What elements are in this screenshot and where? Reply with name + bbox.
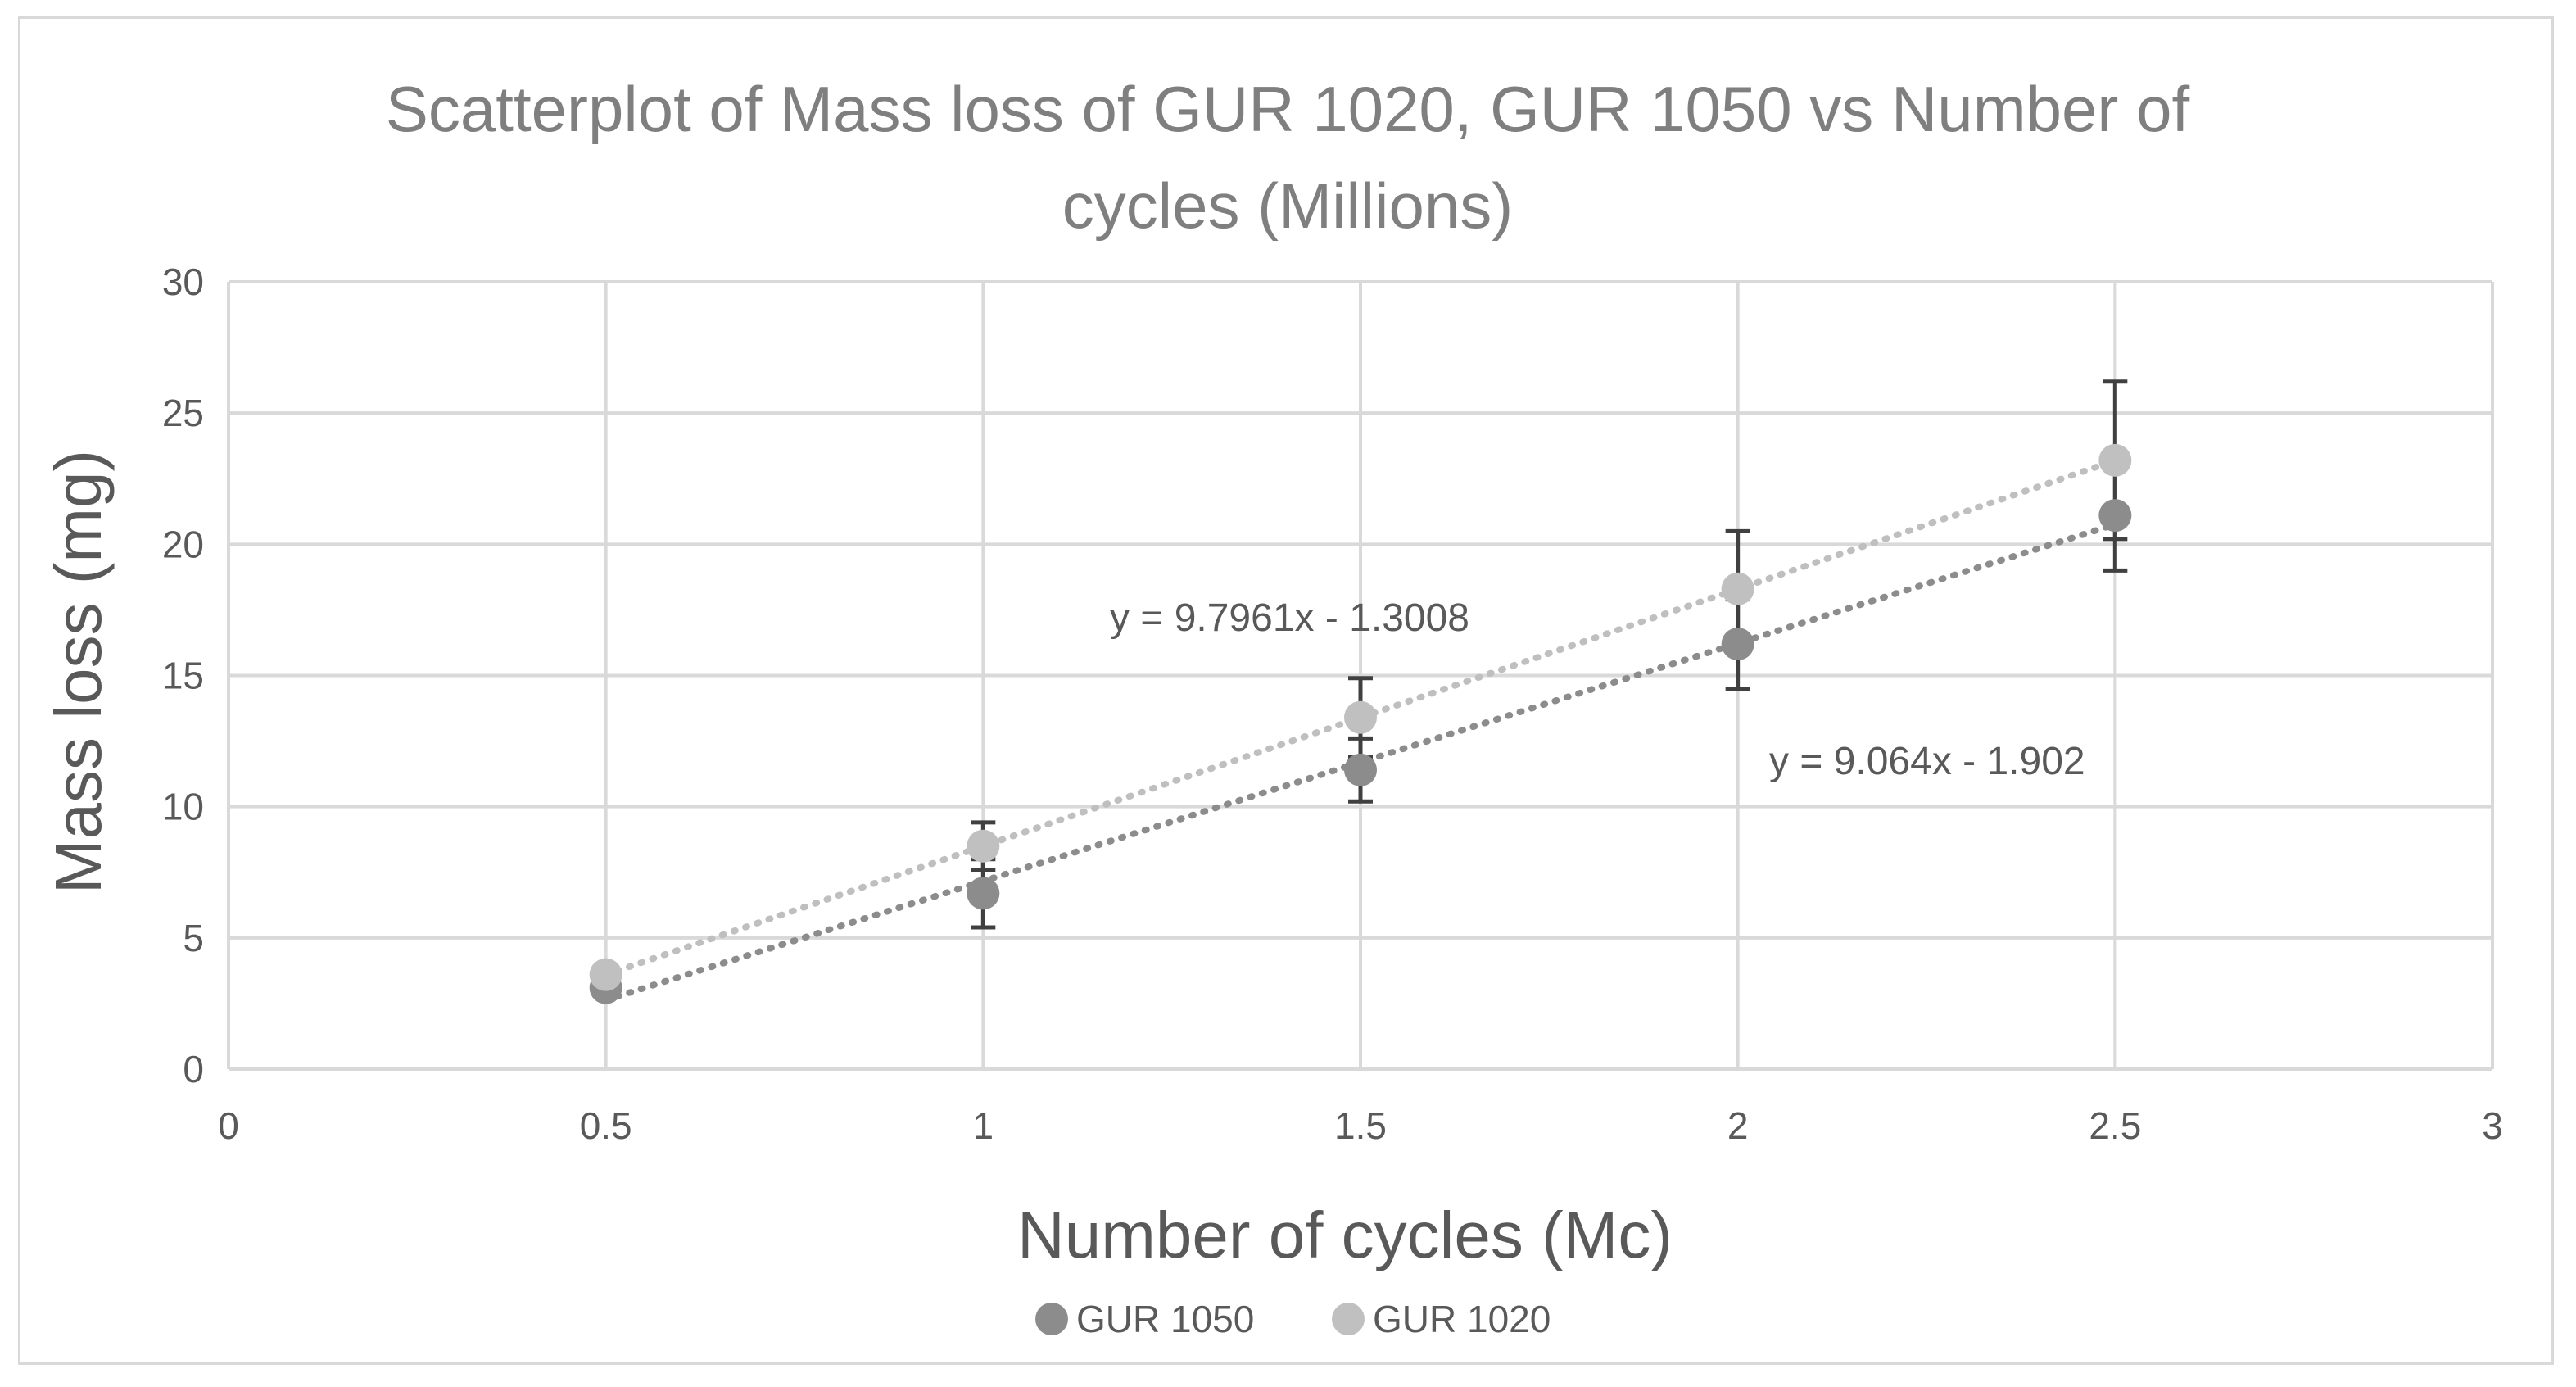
trendline-gur-1050 [602, 521, 2119, 1004]
gridlines [227, 280, 2494, 1071]
chart-title-line-2: cycles (Millions) [1062, 170, 1513, 242]
chart-title-line-1: Scatterplot of Mass loss of GUR 1020, GU… [386, 73, 2190, 145]
data-point-gur-1020 [589, 958, 622, 991]
x-axis-tick-labels: 0 0.5 1 1.5 2 2.5 3 [218, 1104, 2503, 1147]
trendline-equation-gur-1050: y = 9.064x - 1.902 [1769, 740, 2085, 783]
legend-label-gur-1020: GUR 1020 [1373, 1298, 1551, 1340]
y-tick-label: 0 [183, 1048, 204, 1090]
legend-marker-gur-1050 [1035, 1303, 1068, 1335]
x-tick-label: 3 [2482, 1104, 2503, 1147]
x-tick-label: 1 [973, 1104, 994, 1147]
y-tick-label: 15 [162, 655, 204, 697]
y-tick-label: 10 [162, 786, 204, 828]
y-tick-label: 25 [162, 392, 204, 434]
trendline-equation-gur-1020: y = 9.7961x - 1.3008 [1110, 596, 1469, 640]
y-axis-title: Mass loss (mg) [42, 450, 115, 894]
x-tick-label: 0.5 [580, 1104, 632, 1147]
data-point-gur-1020 [967, 829, 1000, 863]
data-point-gur-1050 [2098, 499, 2132, 533]
y-tick-label: 20 [162, 523, 204, 565]
x-tick-label: 2 [1727, 1104, 1749, 1147]
y-tick-label: 30 [162, 261, 204, 303]
data-point-gur-1050 [1721, 628, 1754, 661]
x-tick-label: 1.5 [1334, 1104, 1387, 1147]
y-tick-label: 5 [183, 917, 204, 959]
data-point-gur-1050 [1344, 753, 1377, 786]
x-axis-title: Number of cycles (Mc) [1017, 1199, 1673, 1271]
data-points [589, 443, 2132, 1004]
legend-label-gur-1050: GUR 1050 [1076, 1298, 1254, 1340]
y-axis-tick-labels: 0 5 10 15 20 25 30 [162, 261, 204, 1090]
chart-area [18, 16, 2554, 1365]
data-point-gur-1020 [1344, 700, 1377, 734]
legend: GUR 1050 GUR 1020 [1035, 1298, 1551, 1340]
legend-marker-gur-1020 [1332, 1303, 1365, 1335]
x-tick-label: 0 [218, 1104, 239, 1147]
data-point-gur-1020 [1721, 572, 1754, 605]
x-tick-label: 2.5 [2089, 1104, 2141, 1147]
data-point-gur-1020 [2098, 443, 2132, 477]
data-point-gur-1050 [967, 877, 1000, 910]
